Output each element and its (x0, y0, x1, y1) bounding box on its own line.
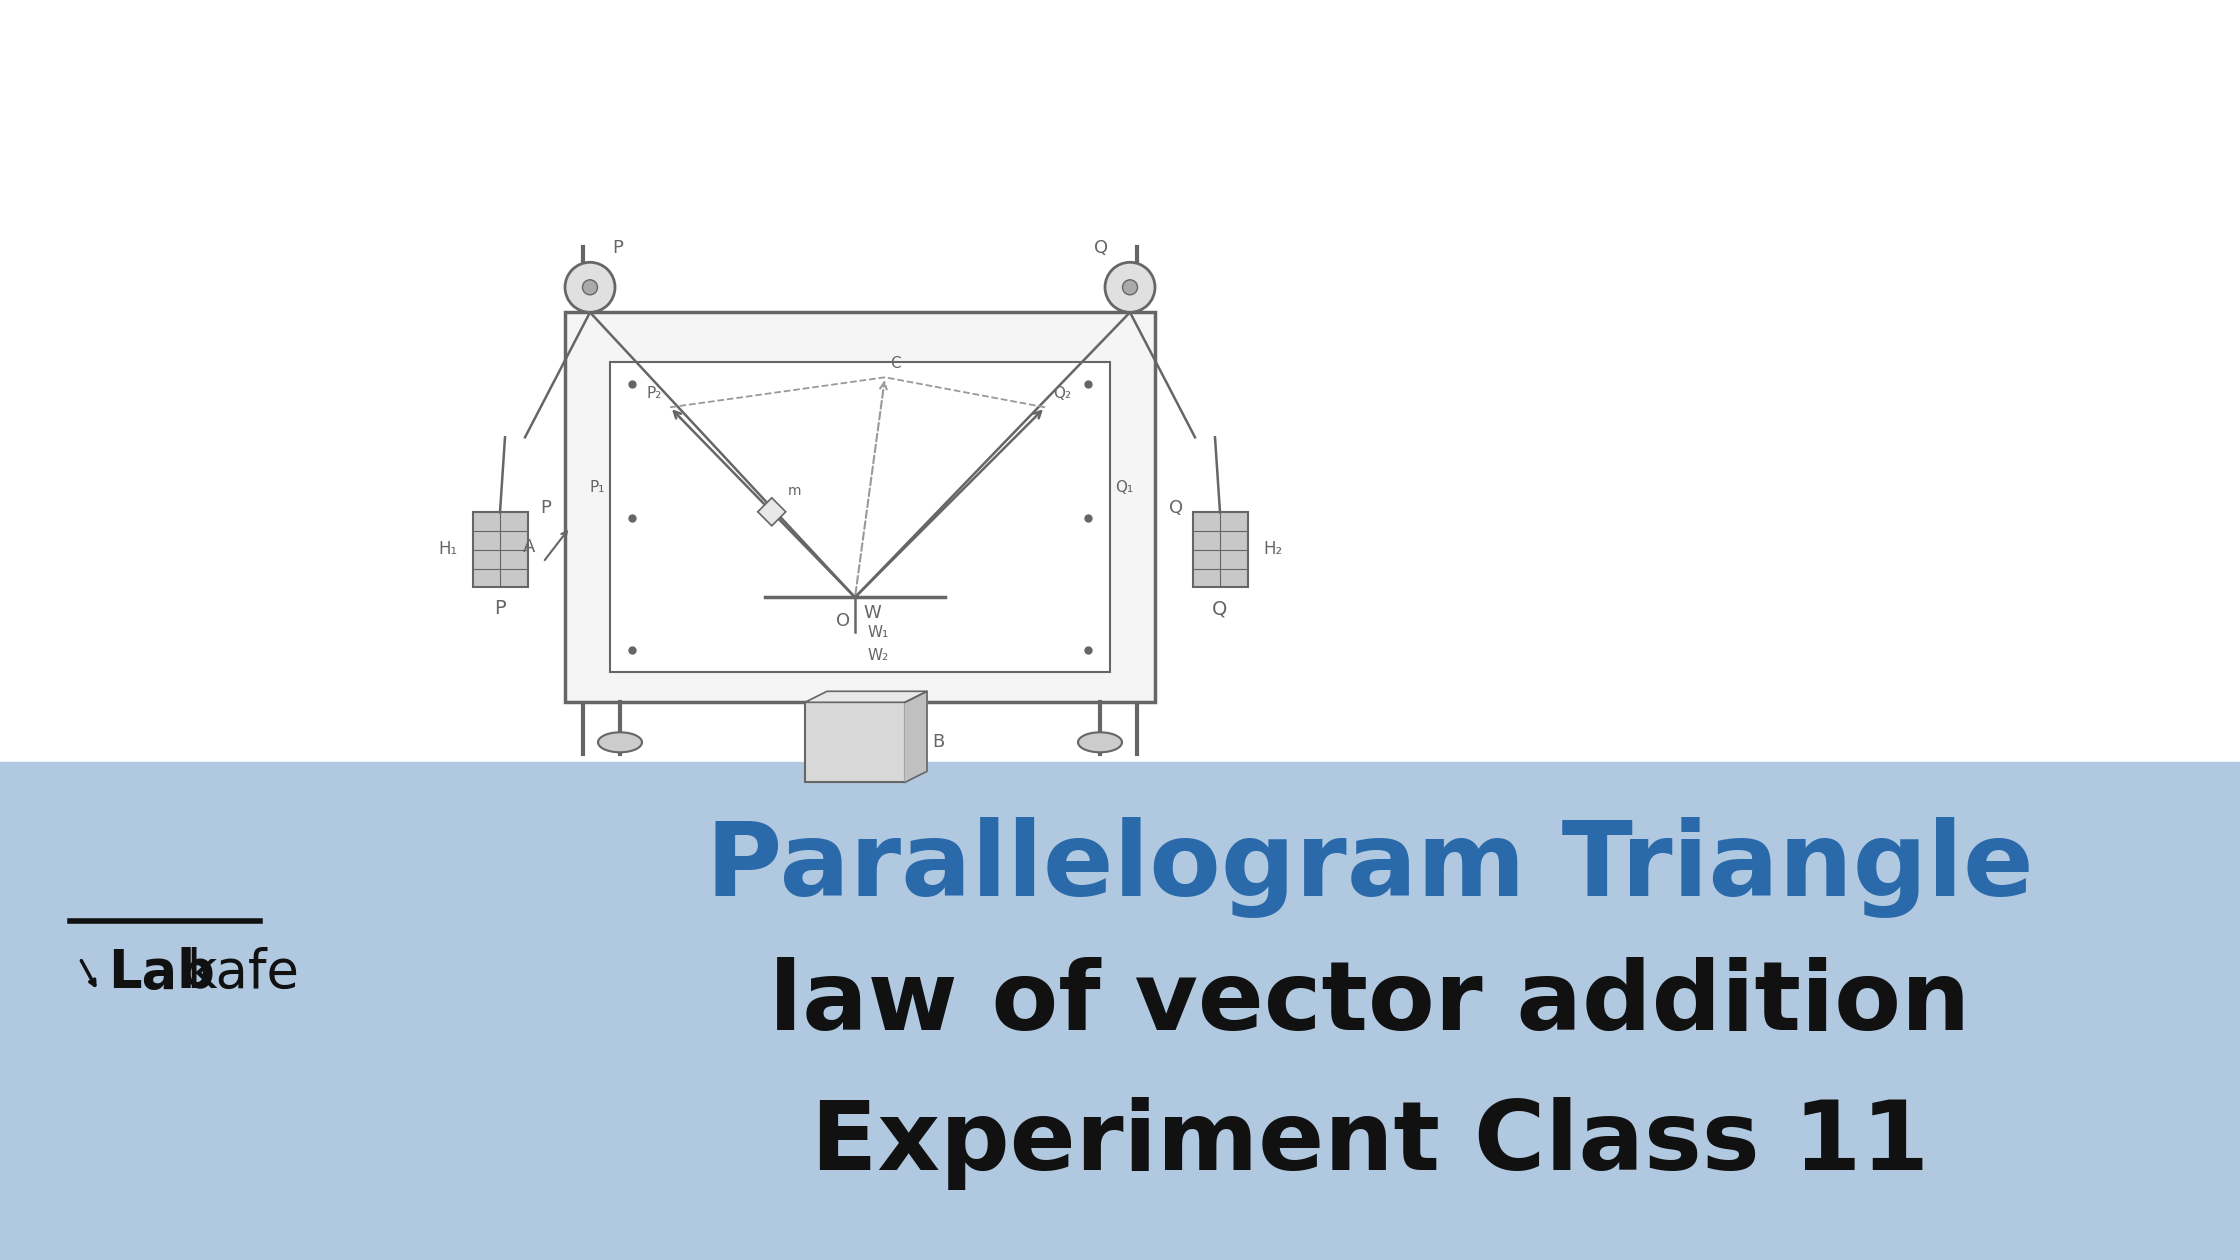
Bar (804, 702, 905, 782)
Text: Parallelogram Triangle: Parallelogram Triangle (706, 818, 2034, 919)
Ellipse shape (598, 732, 643, 752)
Text: m: m (788, 484, 802, 498)
Circle shape (582, 280, 598, 295)
Bar (0, 0, 2240, 762)
Ellipse shape (1077, 732, 1122, 752)
Text: O: O (836, 612, 849, 630)
Text: W₂: W₂ (867, 648, 889, 663)
Bar (1194, 513, 1248, 587)
Text: H₂: H₂ (1263, 541, 1281, 558)
Text: P: P (612, 239, 623, 257)
Polygon shape (905, 692, 927, 782)
Text: W: W (862, 605, 880, 622)
Text: Experiment Class 11: Experiment Class 11 (811, 1097, 1929, 1191)
Circle shape (564, 262, 616, 312)
Bar (473, 513, 529, 587)
Text: P: P (495, 600, 506, 619)
Text: A: A (522, 538, 535, 557)
Text: P₁: P₁ (589, 480, 605, 495)
Bar (564, 312, 1156, 702)
Polygon shape (757, 498, 786, 525)
Bar (609, 363, 1111, 673)
Text: H₁: H₁ (439, 541, 457, 558)
Text: B: B (932, 733, 945, 751)
Text: Q₂: Q₂ (1053, 387, 1071, 401)
Text: P₂: P₂ (647, 387, 663, 401)
Text: Lab: Lab (108, 948, 215, 999)
Circle shape (1104, 262, 1156, 312)
Circle shape (1122, 280, 1138, 295)
Bar (0, 762, 2240, 1260)
Text: C: C (889, 357, 900, 372)
Text: kafe: kafe (186, 948, 298, 999)
Text: law of vector addition: law of vector addition (768, 958, 1971, 1051)
Text: Q: Q (1093, 239, 1109, 257)
Text: P: P (540, 499, 551, 517)
Text: Q₁: Q₁ (1116, 480, 1133, 495)
Text: Q: Q (1169, 499, 1183, 517)
Polygon shape (804, 692, 927, 702)
Text: Q: Q (1212, 600, 1228, 619)
Text: W₁: W₁ (867, 625, 889, 640)
